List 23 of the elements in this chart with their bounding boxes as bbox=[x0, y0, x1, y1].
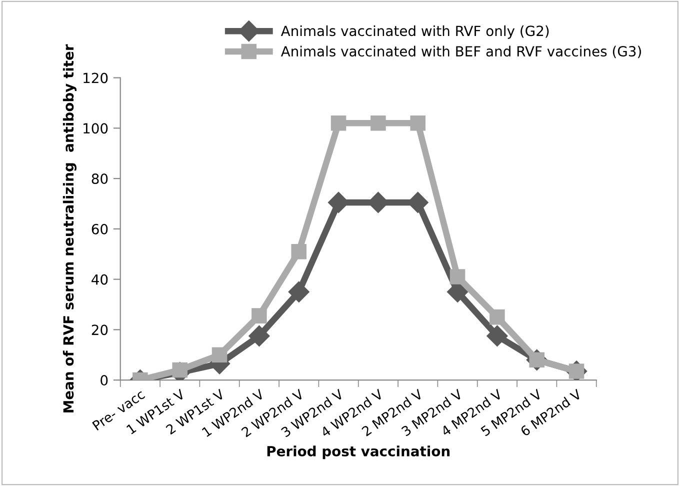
point bbox=[370, 115, 386, 131]
y-tick-label: 80 bbox=[92, 173, 108, 184]
y-tick-label: 40 bbox=[92, 274, 108, 285]
y-tick-label: 0 bbox=[100, 375, 108, 386]
legend-label: Animals vaccinated with BEF and RVF vaccines (G3) bbox=[280, 46, 641, 58]
point bbox=[330, 115, 346, 131]
point bbox=[288, 281, 310, 302]
y-axis-title: Mean of RVF serum neutralizing antiboby titer bbox=[62, 44, 76, 412]
point bbox=[172, 362, 188, 378]
y-tick-label: 120 bbox=[84, 72, 108, 84]
point bbox=[490, 309, 505, 325]
legend-label: Animals vaccinated with RVF only (G2) bbox=[280, 25, 549, 39]
point bbox=[450, 269, 466, 284]
x-axis-title: Period post vaccination bbox=[267, 446, 450, 460]
point bbox=[212, 347, 228, 362]
point bbox=[291, 244, 306, 260]
point bbox=[252, 308, 267, 324]
point bbox=[410, 115, 426, 131]
y-tick-label: 60 bbox=[92, 224, 108, 234]
y-tick-label: 100 bbox=[84, 123, 108, 134]
point bbox=[486, 325, 508, 346]
point bbox=[248, 325, 270, 346]
y-tick-label: 20 bbox=[92, 324, 108, 336]
